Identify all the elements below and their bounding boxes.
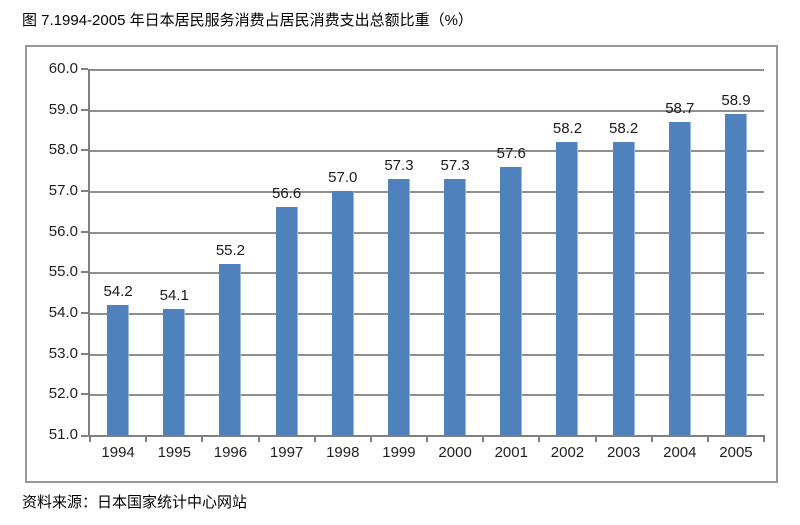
bar-group-1999: 57.3 — [371, 69, 427, 435]
y-axis-tick — [81, 271, 88, 274]
x-axis-tick — [482, 435, 485, 442]
y-axis-tick — [81, 68, 88, 70]
bar-value-label-2000: 57.3 — [440, 156, 470, 174]
bar-2003 — [612, 142, 635, 435]
gridline — [90, 394, 764, 397]
y-axis-label: 55.0 — [48, 263, 78, 281]
bar-group-2000: 57.3 — [427, 69, 483, 435]
bar-value-label-2005: 58.9 — [721, 91, 751, 109]
y-axis-tick — [81, 393, 88, 396]
y-axis-label: 51.0 — [48, 426, 78, 443]
chart-frame: 51.0 52.0 53.0 54.0 55.0 56.0 57.0 58.0 59.0 60.0… — [25, 45, 778, 483]
bar-1994 — [107, 304, 130, 435]
y-axis-label: 56.0 — [48, 222, 78, 240]
x-axis-tick — [89, 435, 91, 442]
gridline — [90, 109, 764, 112]
bar-value-label-1995: 54.1 — [159, 286, 189, 304]
gridline — [90, 353, 764, 356]
gridline — [90, 191, 764, 193]
source-text: 资料来源：日本国家统计中心网站 — [22, 494, 248, 511]
bar-group-2003: 58.2 — [596, 69, 652, 435]
bar-group-1994: 54.2 — [90, 69, 146, 435]
y-axis-label: 59.0 — [48, 100, 78, 118]
x-axis-label-1996: 1996 — [213, 444, 248, 461]
x-axis-labels: 1994 1995 1996 1997 1998 1999 2000 2001 2002 2003… — [90, 443, 764, 463]
bar-value-label-2004: 58.7 — [665, 99, 695, 117]
y-axis-tick — [81, 108, 88, 111]
gridline — [90, 150, 764, 153]
x-axis-label-2003: 2003 — [606, 444, 641, 461]
bar-value-label-1994: 54.2 — [103, 282, 133, 300]
y-axis-label: 57.0 — [48, 182, 78, 199]
x-axis-label-2002: 2002 — [550, 444, 585, 461]
x-axis-label-1997: 1997 — [269, 444, 304, 461]
y-axis-label: 54.0 — [48, 304, 78, 321]
bar-value-label-1996: 55.2 — [215, 242, 246, 260]
x-axis-tick — [313, 435, 316, 442]
plot-area: 51.0 52.0 53.0 54.0 55.0 56.0 57.0 58.0 59.0 60.0… — [49, 60, 765, 461]
bar-group-1997: 56.6 — [259, 69, 315, 435]
bar-value-label-2001: 57.6 — [496, 144, 526, 162]
bar-group-1995: 54.1 — [146, 69, 202, 435]
x-axis-label-2004: 2004 — [663, 444, 697, 461]
x-axis-tick — [201, 435, 204, 442]
bar-2004 — [668, 121, 691, 435]
x-axis-tick — [706, 435, 709, 442]
gridline — [90, 69, 764, 71]
bar-2001 — [500, 166, 523, 435]
bar-group-1996: 55.2 — [202, 69, 258, 435]
x-axis-tick — [763, 435, 765, 442]
bar-2005 — [724, 113, 747, 435]
x-axis-label-1998: 1998 — [326, 444, 360, 461]
x-axis-tick — [257, 435, 260, 442]
bar-value-label-1999: 57.3 — [384, 156, 414, 174]
y-axis-tick — [81, 435, 88, 437]
bar-group-2004: 58.7 — [652, 69, 708, 435]
x-axis-label-2001: 2001 — [494, 444, 528, 461]
bar-1998 — [331, 191, 354, 435]
bar-group-1998: 57.0 — [315, 69, 371, 435]
y-axis-label: 53.0 — [48, 344, 78, 362]
x-axis-label-1995: 1995 — [157, 444, 191, 461]
y-axis-label: 52.0 — [48, 385, 78, 403]
y-axis-tick — [81, 230, 88, 233]
y-axis-label: 58.0 — [48, 141, 78, 159]
bar-1996 — [219, 264, 242, 435]
y-axis-tick — [81, 149, 88, 152]
bar-1999 — [387, 178, 410, 435]
figure-title: 图 7.1994-2005 年日本居民服务消费占居民消费支出总额比重（%） — [22, 12, 473, 29]
bar-value-label-2003: 58.2 — [609, 120, 639, 138]
bar-group-2001: 57.6 — [483, 69, 539, 435]
bars-row: 54.2 54.1 55.2 56.6 57.0 57.3 57.3 57.6 58.2 58.2… — [90, 69, 764, 435]
bar-2000 — [444, 178, 467, 435]
gridline — [90, 272, 764, 275]
bar-value-label-1998: 57.0 — [328, 169, 358, 186]
bar-value-label-1997: 56.6 — [271, 185, 302, 203]
x-axis-label-1999: 1999 — [382, 444, 416, 461]
y-axis-label: 60.0 — [48, 60, 78, 77]
x-axis-tick — [594, 435, 597, 442]
bar-1997 — [275, 207, 298, 435]
x-axis-tick — [538, 435, 541, 442]
y-axis-tick — [81, 352, 88, 355]
x-axis-tick — [650, 435, 653, 442]
bar-2002 — [556, 142, 579, 435]
x-axis-tick — [426, 435, 428, 442]
x-axis-label-2000: 2000 — [438, 444, 472, 461]
x-axis-tick — [145, 435, 148, 442]
y-axis-tick — [81, 190, 88, 192]
bar-value-label-2002: 58.2 — [552, 120, 583, 138]
bar-1995 — [163, 308, 186, 435]
x-axis-label-2005: 2005 — [719, 444, 753, 461]
gridline — [90, 313, 764, 315]
x-axis-label-1994: 1994 — [101, 444, 135, 461]
y-axis-tick — [81, 312, 88, 314]
bar-group-2005: 58.9 — [708, 69, 764, 435]
gridline — [90, 231, 764, 234]
x-axis-tick — [369, 435, 372, 442]
bar-group-2002: 58.2 — [539, 69, 595, 435]
